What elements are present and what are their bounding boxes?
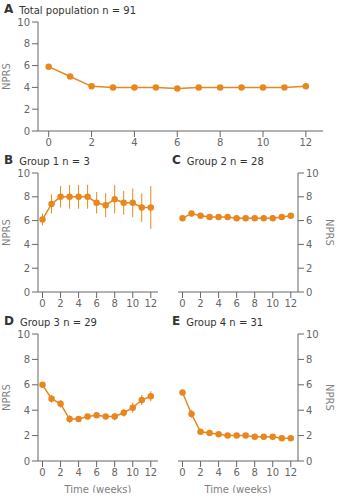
- svg-text:2: 2: [197, 467, 203, 478]
- svg-text:4: 4: [75, 298, 81, 309]
- svg-text:2: 2: [57, 298, 63, 309]
- html-text:Group 1 n = 3: Group 1 n = 3: [19, 156, 90, 167]
- svg-text:4: 4: [306, 239, 312, 250]
- html-text:C: C: [172, 153, 181, 167]
- svg-text:12: 12: [299, 137, 312, 148]
- svg-text:12: 12: [144, 467, 157, 478]
- svg-text:NPRS: NPRS: [324, 384, 329, 411]
- svg-text:2: 2: [24, 263, 30, 274]
- svg-text:10: 10: [306, 329, 319, 340]
- svg-text:0: 0: [39, 467, 45, 478]
- svg-text:4: 4: [24, 239, 30, 250]
- svg-text:Time (weeks): Time (weeks): [64, 484, 132, 493]
- html-text:Total population n = 91: Total population n = 91: [19, 5, 136, 16]
- svg-text:10: 10: [266, 298, 279, 309]
- svg-text:4: 4: [131, 137, 137, 148]
- html-text:B: B: [4, 153, 14, 167]
- html-text:Group 3 n = 29: Group 3 n = 29: [20, 317, 97, 328]
- html-text:Group 4 n = 31: Group 4 n = 31: [186, 317, 264, 328]
- svg-text:4: 4: [215, 467, 221, 478]
- svg-text:6: 6: [306, 215, 312, 226]
- svg-text:0: 0: [179, 298, 185, 309]
- svg-text:4: 4: [215, 298, 221, 309]
- svg-text:0: 0: [306, 456, 312, 467]
- svg-text:6: 6: [24, 379, 30, 390]
- svg-text:0: 0: [46, 137, 52, 148]
- svg-text:2: 2: [197, 298, 203, 309]
- svg-text:10: 10: [126, 467, 139, 478]
- svg-text:0: 0: [24, 126, 30, 137]
- svg-text:2: 2: [24, 430, 30, 441]
- svg-text:8: 8: [306, 354, 312, 365]
- svg-text:8: 8: [112, 467, 118, 478]
- html-text:Group 2 n = 28: Group 2 n = 28: [186, 156, 264, 167]
- svg-text:0: 0: [39, 298, 45, 309]
- svg-text:8: 8: [112, 298, 118, 309]
- svg-text:2: 2: [306, 263, 312, 274]
- svg-text:10: 10: [266, 467, 279, 478]
- svg-text:0: 0: [24, 456, 30, 467]
- svg-text:10: 10: [126, 298, 139, 309]
- svg-text:10: 10: [257, 137, 270, 148]
- svg-text:Time (weeks): Time (weeks): [204, 484, 272, 493]
- svg-text:2: 2: [57, 467, 63, 478]
- svg-text:2: 2: [24, 104, 30, 115]
- svg-text:4: 4: [75, 467, 81, 478]
- svg-text:8: 8: [24, 38, 30, 49]
- svg-text:6: 6: [233, 298, 239, 309]
- svg-text:NPRS: NPRS: [8, 219, 12, 246]
- svg-text:6: 6: [93, 298, 99, 309]
- svg-text:0: 0: [24, 287, 30, 298]
- html-text:E: E: [172, 314, 181, 328]
- svg-text:10: 10: [17, 329, 30, 340]
- svg-text:8: 8: [217, 137, 223, 148]
- svg-text:6: 6: [174, 137, 180, 148]
- html-text:A: A: [4, 2, 14, 16]
- svg-text:2: 2: [88, 137, 94, 148]
- svg-text:8: 8: [306, 191, 312, 202]
- svg-text:4: 4: [306, 405, 312, 416]
- svg-text:NPRS: NPRS: [324, 219, 329, 246]
- svg-text:10: 10: [17, 168, 30, 179]
- svg-text:NPRS: NPRS: [8, 384, 12, 411]
- svg-text:8: 8: [24, 354, 30, 365]
- svg-text:8: 8: [24, 191, 30, 202]
- svg-text:8: 8: [252, 298, 258, 309]
- svg-text:4: 4: [24, 82, 30, 93]
- svg-text:10: 10: [306, 168, 319, 179]
- svg-text:12: 12: [284, 298, 297, 309]
- svg-text:2: 2: [306, 430, 312, 441]
- svg-text:12: 12: [284, 467, 297, 478]
- svg-text:8: 8: [252, 467, 258, 478]
- svg-text:0: 0: [306, 287, 312, 298]
- svg-text:10: 10: [17, 17, 30, 28]
- svg-text:6: 6: [93, 467, 99, 478]
- svg-text:6: 6: [306, 379, 312, 390]
- html-text:D: D: [4, 314, 14, 328]
- svg-text:NPRS: NPRS: [8, 63, 12, 90]
- svg-text:4: 4: [24, 405, 30, 416]
- svg-text:6: 6: [24, 60, 30, 71]
- svg-text:0: 0: [179, 467, 185, 478]
- svg-text:6: 6: [233, 467, 239, 478]
- svg-text:6: 6: [24, 215, 30, 226]
- svg-text:12: 12: [144, 298, 157, 309]
